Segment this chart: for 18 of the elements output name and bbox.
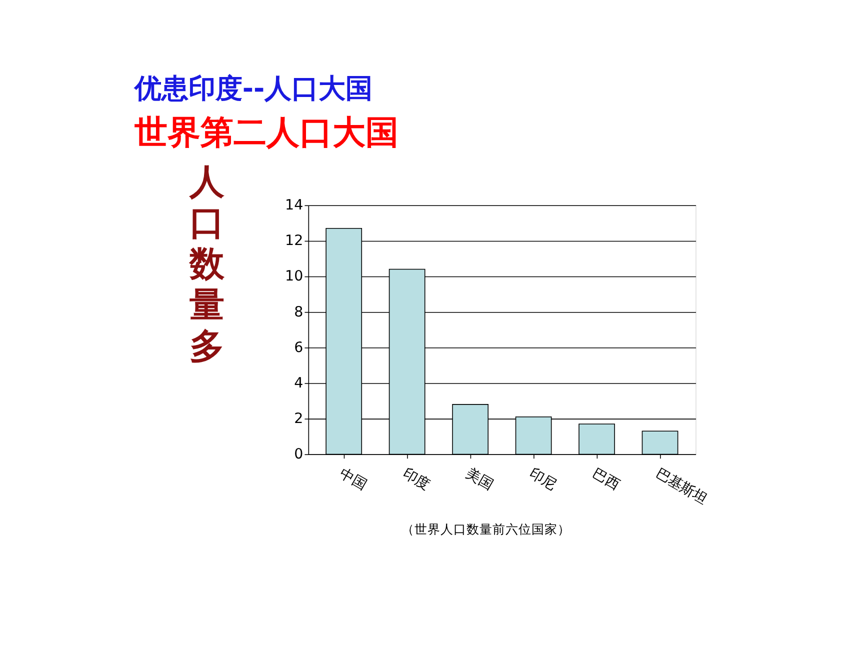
y-axis-title: 人口数量多 — [188, 162, 226, 367]
x-tick-label: 美国 — [463, 466, 496, 494]
y-tick-label: 12 — [285, 233, 304, 250]
y-tick-label: 4 — [294, 375, 304, 392]
y-tick-label: 14 — [285, 198, 304, 214]
y-tick-label: 6 — [294, 340, 304, 356]
x-tick-label: 巴基斯坦 — [652, 466, 710, 508]
y-tick-label: 10 — [285, 268, 304, 285]
x-tick-label: 巴西 — [590, 466, 622, 494]
y-tick-label: 8 — [294, 304, 304, 320]
x-tick-label: 印度 — [400, 466, 432, 494]
x-tick-label: 印尼 — [526, 466, 559, 494]
x-tick-label: 中国 — [336, 466, 369, 494]
chart-title: 优患印度--人口大国 — [133, 74, 373, 105]
y-tick-label: 0 — [294, 446, 304, 463]
chart-subtitle: 世界第二人口大国 — [133, 112, 398, 152]
y-tick-label: 2 — [294, 411, 304, 428]
text: （世界人口数量前六位国家） — [402, 521, 571, 536]
